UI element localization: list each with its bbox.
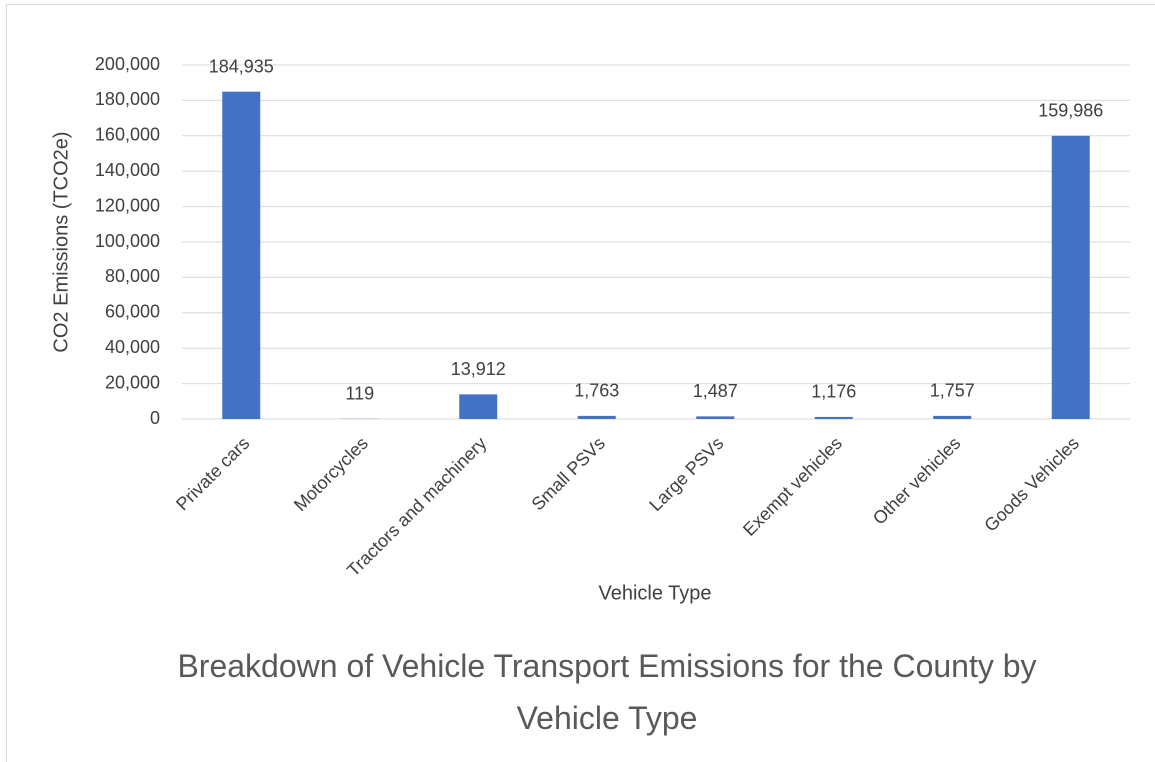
- y-tick-label: 0: [150, 408, 160, 428]
- x-tick-label: Private cars: [172, 433, 253, 514]
- x-tick-label: Motorcycles: [290, 433, 372, 515]
- y-tick-label: 80,000: [105, 266, 160, 286]
- y-tick-label: 40,000: [105, 337, 160, 357]
- x-tick-label: Small PSVs: [528, 433, 609, 514]
- bar: [933, 415, 972, 419]
- bar: [1051, 135, 1090, 420]
- x-tick-label: Goods Vehicles: [980, 433, 1083, 536]
- bar: [577, 415, 616, 419]
- data-label: 1,757: [930, 381, 975, 401]
- y-axis-title: CO2 Emissions (TCO2e): [50, 131, 72, 352]
- data-label: 13,912: [451, 359, 506, 379]
- data-label: 184,935: [209, 56, 274, 76]
- y-tick-label: 180,000: [95, 89, 160, 109]
- x-tick-label: Exempt vehicles: [739, 433, 846, 540]
- chart-border: [6, 4, 1155, 762]
- x-tick-label: Large PSVs: [645, 433, 727, 515]
- y-tick-label: 160,000: [95, 125, 160, 145]
- x-axis-title: Vehicle Type: [598, 582, 711, 604]
- data-label: 1,763: [574, 381, 619, 401]
- data-label: 119: [345, 384, 374, 404]
- data-label: 159,986: [1038, 101, 1103, 121]
- y-tick-label: 20,000: [105, 372, 160, 392]
- y-tick-label: 100,000: [95, 231, 160, 251]
- data-label: 1,487: [693, 381, 738, 401]
- bar: [814, 416, 853, 419]
- data-label: 1,176: [811, 382, 856, 402]
- y-tick-label: 60,000: [105, 302, 160, 322]
- x-tick-label: Other vehicles: [869, 433, 965, 529]
- bar: [696, 416, 735, 419]
- bar: [222, 91, 261, 420]
- bar: [459, 394, 498, 419]
- y-tick-label: 200,000: [95, 54, 160, 74]
- y-tick-label: 140,000: [95, 160, 160, 180]
- y-tick-label: 120,000: [95, 195, 160, 215]
- x-tick-label: Tractors and machinery: [343, 433, 490, 580]
- chart-title: Breakdown of Vehicle Transport Emissions…: [177, 648, 1037, 736]
